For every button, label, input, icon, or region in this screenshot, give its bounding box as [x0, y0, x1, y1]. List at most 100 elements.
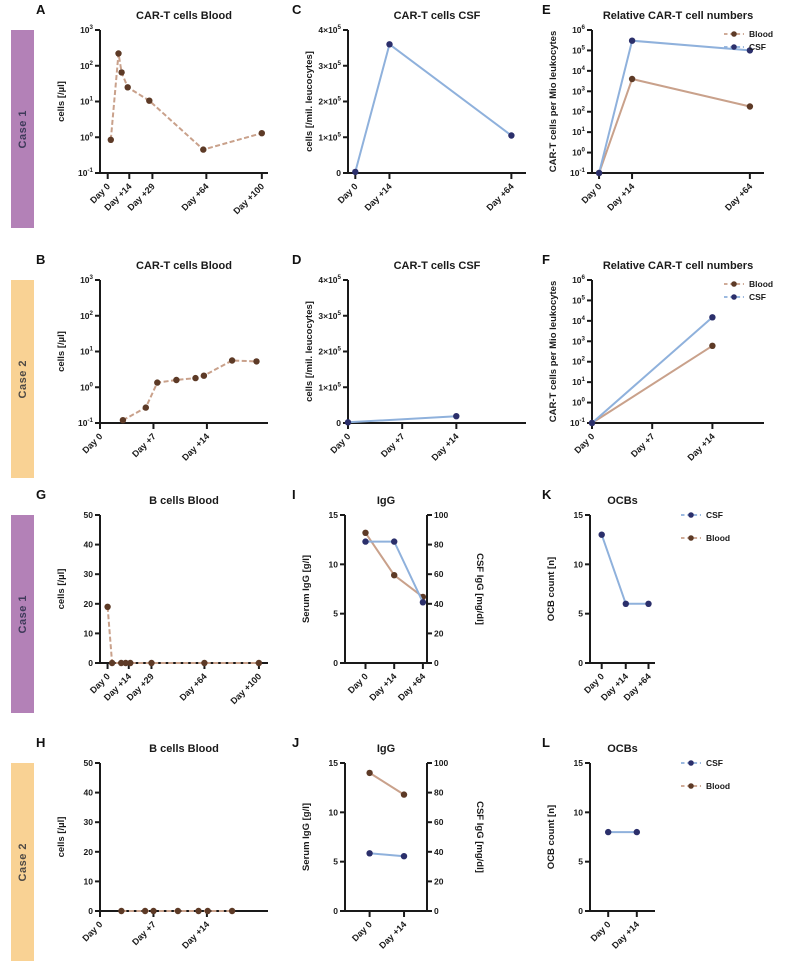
svg-text:CSF: CSF: [749, 292, 766, 302]
svg-text:106: 106: [572, 274, 585, 285]
panel-f: F Relative CAR-T cell numbers 10-1 100 101 1…: [540, 250, 805, 485]
chart-bcells-blood-case2: B cells Blood 0 10 20 30 40 50 cells [/µl] Day 0…: [50, 733, 290, 977]
svg-text:1×105: 1×105: [318, 381, 341, 392]
svg-text:100: 100: [434, 758, 448, 768]
svg-text:103: 103: [572, 85, 585, 96]
svg-text:Serum IgG [g/l]: Serum IgG [g/l]: [301, 555, 312, 623]
svg-text:IgG: IgG: [377, 495, 395, 507]
chart-relative-cart-case2: Relative CAR-T cell numbers 10-1 100 101 102…: [540, 250, 805, 490]
svg-text:4×105: 4×105: [318, 274, 341, 285]
svg-text:Day 0: Day 0: [80, 431, 104, 455]
svg-text:104: 104: [572, 65, 585, 76]
svg-text:102: 102: [80, 60, 93, 71]
panel-letter-b: B: [36, 252, 46, 267]
chart-bcells-blood-case1: B cells Blood 0 10 20 30 40 50 cells [/µl] Day 0…: [50, 485, 290, 730]
svg-text:101: 101: [80, 346, 93, 357]
panel-letter-j: J: [292, 735, 300, 750]
panel-letter-h: H: [36, 735, 46, 750]
svg-text:CAR-T cells Blood: CAR-T cells Blood: [136, 260, 232, 272]
svg-text:80: 80: [434, 540, 444, 550]
svg-text:Day +14: Day +14: [180, 919, 211, 950]
panel-i: I IgG 0 5 10 15 0 20 40 60 80 100 Serum IgG [g/l] CS…: [290, 485, 540, 733]
svg-text:60: 60: [434, 817, 444, 827]
svg-text:2×105: 2×105: [318, 96, 341, 107]
panel-d: D CAR-T cells CSF 0 1×105 2×105 3×105 4×105 ce…: [290, 250, 540, 485]
svg-text:101: 101: [572, 126, 585, 137]
svg-text:Day +7: Day +7: [130, 919, 158, 947]
svg-text:102: 102: [572, 106, 585, 117]
svg-text:50: 50: [84, 758, 94, 768]
svg-text:15: 15: [574, 510, 584, 520]
svg-text:10: 10: [329, 559, 339, 569]
svg-text:OCB count [n]: OCB count [n]: [546, 805, 557, 869]
svg-text:B cells Blood: B cells Blood: [149, 743, 219, 755]
svg-text:15: 15: [329, 758, 339, 768]
svg-text:100: 100: [434, 510, 448, 520]
svg-text:0: 0: [333, 658, 338, 668]
chart-igg-case1: IgG 0 5 10 15 0 20 40 60 80 100 Serum IgG [g/l] CSF …: [290, 485, 540, 730]
panel-c: C CAR-T cells CSF 0 1×105 2×105 3×105 4×105 ce…: [290, 0, 540, 250]
svg-text:Day +64: Day +64: [396, 671, 427, 702]
svg-text:0: 0: [333, 906, 338, 916]
svg-text:5: 5: [333, 609, 338, 619]
svg-text:Blood: Blood: [749, 279, 773, 289]
svg-text:CSF IgG [mg/dl]: CSF IgG [mg/dl]: [474, 801, 485, 873]
panel-g: G B cells Blood 0 10 20 30 40 50 cells [/µl] Day…: [0, 485, 290, 733]
svg-text:Day +14: Day +14: [610, 919, 641, 950]
svg-text:CSF: CSF: [706, 758, 723, 768]
svg-text:Day +64: Day +64: [484, 181, 515, 212]
panel-letter-a: A: [36, 2, 46, 17]
svg-text:Blood: Blood: [706, 533, 730, 543]
panel-letter-i: I: [292, 487, 296, 502]
svg-text:Day +14: Day +14: [605, 181, 636, 212]
svg-text:Relative CAR-T cell numbers: Relative CAR-T cell numbers: [603, 10, 753, 22]
svg-text:OCB count [n]: OCB count [n]: [546, 557, 557, 621]
figure-row-case2-bcells: Case 2 H B cells Blood 0 10 20 30 40 50 cells […: [0, 733, 805, 977]
svg-text:0: 0: [336, 168, 341, 178]
svg-text:Day +14: Day +14: [429, 431, 460, 462]
svg-text:OCBs: OCBs: [607, 743, 638, 755]
panel-letter-g: G: [36, 487, 47, 502]
svg-text:40: 40: [84, 540, 94, 550]
svg-text:CAR-T cells CSF: CAR-T cells CSF: [394, 10, 481, 22]
svg-text:40: 40: [84, 788, 94, 798]
svg-text:50: 50: [84, 510, 94, 520]
svg-text:2×105: 2×105: [318, 346, 341, 357]
svg-text:10: 10: [84, 628, 94, 638]
svg-text:103: 103: [572, 335, 585, 346]
svg-text:101: 101: [80, 96, 93, 107]
svg-text:20: 20: [434, 628, 444, 638]
svg-text:30: 30: [84, 817, 94, 827]
svg-text:cells [/µl]: cells [/µl]: [56, 569, 67, 610]
figure-row-case1-bcells: Case 1 G B cells Blood 0 10 20 30 40 50 cells […: [0, 485, 805, 733]
svg-text:100: 100: [80, 381, 93, 392]
svg-text:0: 0: [434, 906, 439, 916]
svg-text:Day +14: Day +14: [686, 431, 717, 462]
case-1-bar: Case 1: [11, 515, 34, 713]
svg-text:Day 0: Day 0: [350, 919, 374, 943]
svg-text:CAR-T cells per Mio leukocytes: CAR-T cells per Mio leukocytes: [548, 31, 559, 172]
chart-igg-case2: IgG 0 5 10 15 0 20 40 60 80 100 Serum IgG [g/l] CSF …: [290, 733, 540, 977]
svg-text:10-1: 10-1: [570, 167, 586, 178]
svg-text:10-1: 10-1: [570, 417, 586, 428]
svg-text:Day +14: Day +14: [377, 919, 408, 950]
svg-text:20: 20: [434, 876, 444, 886]
svg-text:CAR-T cells per Mio leukocytes: CAR-T cells per Mio leukocytes: [548, 281, 559, 422]
chart-ocbs-case2: OCBs 0 5 10 15 OCB count [n] Day 0 Day +14 CSF Bl…: [540, 733, 805, 977]
svg-text:Relative CAR-T cell numbers: Relative CAR-T cell numbers: [603, 260, 753, 272]
svg-text:101: 101: [572, 376, 585, 387]
chart-ocbs-case1: OCBs 0 5 10 15 OCB count [n] Day 0 Day +14 Day +…: [540, 485, 805, 730]
svg-text:103: 103: [80, 24, 93, 35]
svg-text:Day +7: Day +7: [379, 431, 407, 459]
svg-text:4×105: 4×105: [318, 24, 341, 35]
svg-text:5: 5: [333, 857, 338, 867]
panel-e: E Relative CAR-T cell numbers 10-1 100 101 1…: [540, 0, 805, 250]
chart-cart-csf-case1: CAR-T cells CSF 0 1×105 2×105 3×105 4×105 cell…: [290, 0, 540, 240]
svg-text:102: 102: [572, 356, 585, 367]
svg-text:0: 0: [578, 658, 583, 668]
svg-text:Blood: Blood: [706, 781, 730, 791]
svg-text:cells [/mil. leucocytes]: cells [/mil. leucocytes]: [304, 301, 315, 402]
svg-text:CSF: CSF: [749, 42, 766, 52]
case-2-bar: Case 2: [11, 763, 34, 961]
